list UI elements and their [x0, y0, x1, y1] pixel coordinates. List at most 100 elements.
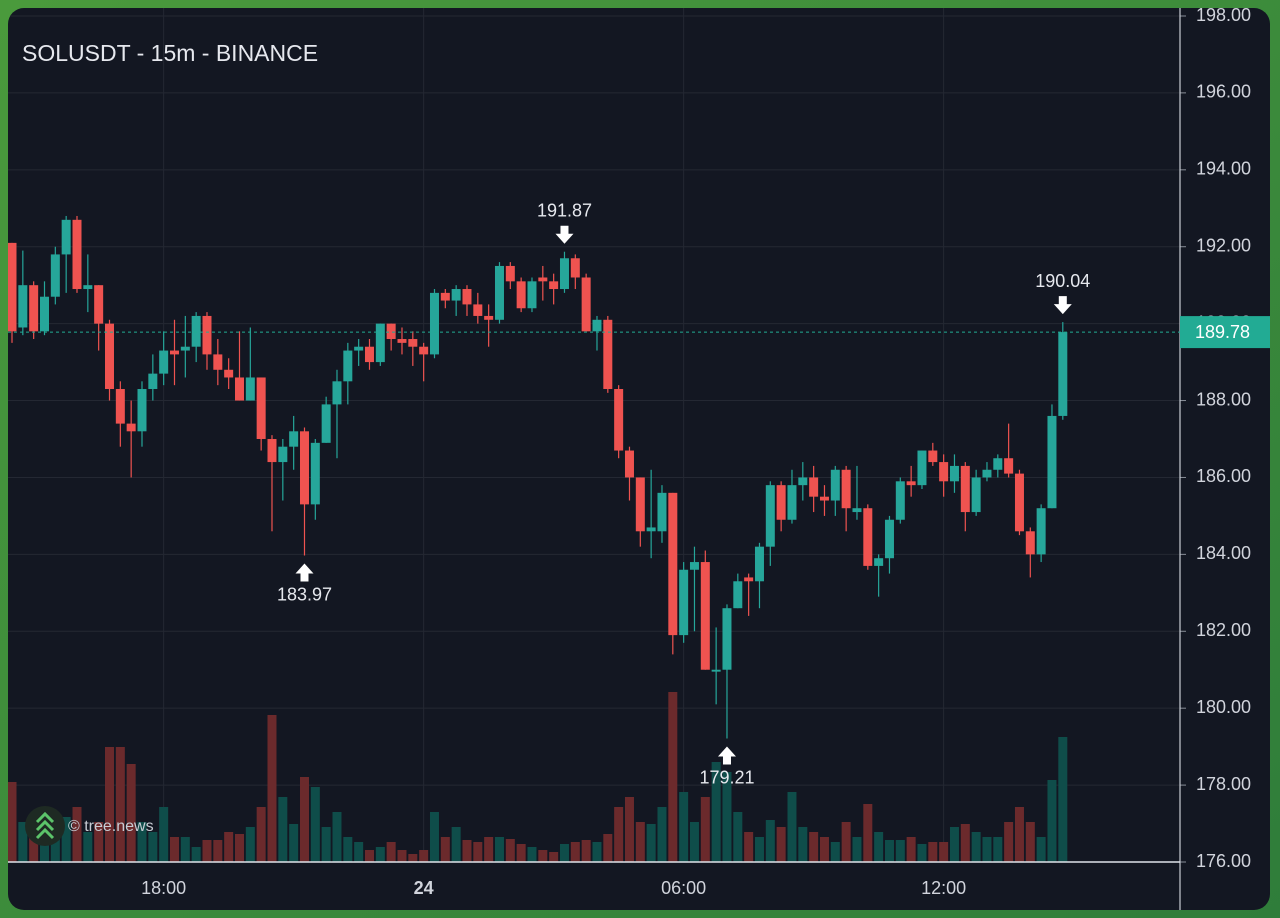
candle-body — [451, 289, 461, 301]
candle-body — [159, 350, 169, 374]
volume-bar — [949, 827, 959, 862]
y-tick-label: 182.00 — [1196, 620, 1251, 640]
volume-bar — [603, 834, 613, 862]
candle-body — [516, 281, 526, 309]
candle-body — [711, 669, 721, 672]
candle-body — [321, 404, 331, 443]
candle-body — [570, 258, 580, 278]
candle-body — [310, 442, 320, 505]
candle-body — [993, 458, 1003, 470]
volume-bar — [754, 837, 764, 862]
candle-body — [1047, 415, 1057, 509]
volume-bar — [354, 842, 364, 862]
candle-body — [1014, 473, 1024, 532]
candle-body — [224, 369, 234, 378]
volume-bar — [711, 762, 721, 862]
volume-bar — [29, 832, 39, 862]
annotation-label: 190.04 — [1035, 271, 1090, 291]
annotation-label: 191.87 — [537, 200, 592, 220]
volume-bar — [224, 832, 234, 862]
volume-bar — [126, 764, 136, 862]
volume-bar — [516, 844, 526, 862]
candle-body — [213, 354, 223, 370]
last-price-box — [1180, 316, 1270, 349]
volume-bar — [570, 842, 580, 862]
candle-body — [754, 546, 764, 582]
volume-bar — [1014, 807, 1024, 862]
volume-bar — [906, 837, 916, 862]
volume-bar — [722, 772, 732, 862]
volume-bar — [1004, 822, 1014, 862]
volume-bar — [83, 832, 93, 862]
candle-body — [126, 423, 136, 432]
candle-body — [592, 319, 602, 332]
candle-body — [874, 558, 884, 566]
candle-body — [895, 481, 905, 520]
volume-bar — [982, 837, 992, 862]
volume-bar — [700, 797, 710, 862]
candle-body — [581, 277, 591, 332]
candle-body — [202, 315, 212, 355]
volume-bar — [191, 847, 201, 862]
candle-body — [689, 562, 699, 570]
volume-bar — [657, 807, 667, 862]
candle-body — [375, 323, 385, 363]
candle-body — [960, 465, 970, 513]
candle-body — [1004, 458, 1014, 474]
candle-body — [419, 346, 429, 355]
candle-body — [928, 450, 938, 463]
volume-bar — [689, 822, 699, 862]
volume-bar — [592, 842, 602, 862]
candle-body — [819, 496, 829, 501]
volume-bar — [289, 824, 299, 862]
candle-body — [830, 469, 840, 501]
volume-bar — [18, 822, 28, 862]
last-price-label: 189.78 — [1195, 322, 1250, 342]
candle-body — [245, 377, 255, 401]
candle-body — [429, 292, 439, 355]
candle-body — [527, 281, 537, 309]
volume-bar — [819, 837, 829, 862]
volume-bar — [50, 827, 60, 862]
volume-bar — [646, 824, 656, 862]
candle-body — [603, 319, 613, 390]
candle-body — [94, 285, 104, 324]
candle-body — [700, 562, 710, 670]
volume-bar — [559, 844, 569, 862]
y-tick-label: 176.00 — [1196, 851, 1251, 871]
candle-body — [982, 469, 992, 478]
volume-bar — [809, 832, 819, 862]
volume-bar — [549, 852, 559, 862]
volume-bar — [72, 807, 82, 862]
candle-body — [852, 508, 862, 513]
candle-body — [765, 485, 775, 547]
volume-bar — [1025, 822, 1035, 862]
candle-body — [679, 569, 689, 636]
volume-bar — [364, 850, 374, 862]
volume-bar — [527, 847, 537, 862]
candle-body — [841, 469, 851, 509]
arrow-down — [1053, 296, 1072, 315]
candle-body — [549, 281, 559, 290]
candle-body — [18, 285, 28, 328]
candle-body — [332, 381, 342, 405]
y-tick-label: 178.00 — [1196, 774, 1251, 794]
arrow-down — [555, 225, 574, 244]
volume-bar — [148, 832, 158, 862]
volume-bar — [668, 692, 678, 862]
volume-bar — [776, 827, 786, 862]
volume-bar — [115, 747, 125, 862]
volume-bar — [787, 792, 797, 862]
candle-body — [917, 450, 927, 486]
candle-body — [939, 462, 949, 482]
candle-body — [733, 581, 743, 609]
panel — [8, 8, 1270, 910]
volume-bar — [256, 807, 266, 862]
x-tick-label: 24 — [414, 878, 434, 898]
volume-bar — [1058, 737, 1068, 862]
candle-body — [624, 450, 634, 478]
volume-bar — [278, 797, 288, 862]
x-tick-label: 12:00 — [921, 878, 966, 898]
volume-bar — [960, 824, 970, 862]
candle-body — [104, 323, 114, 390]
